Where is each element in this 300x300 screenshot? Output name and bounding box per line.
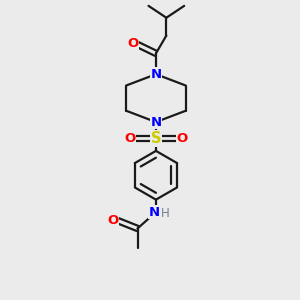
Text: N: N bbox=[148, 206, 160, 219]
Text: O: O bbox=[176, 132, 188, 145]
Text: O: O bbox=[124, 132, 135, 145]
Text: O: O bbox=[107, 214, 118, 227]
Text: S: S bbox=[151, 131, 161, 146]
Text: N: N bbox=[150, 68, 161, 81]
Text: N: N bbox=[150, 116, 161, 129]
Text: H: H bbox=[160, 207, 169, 220]
Text: O: O bbox=[128, 38, 139, 50]
